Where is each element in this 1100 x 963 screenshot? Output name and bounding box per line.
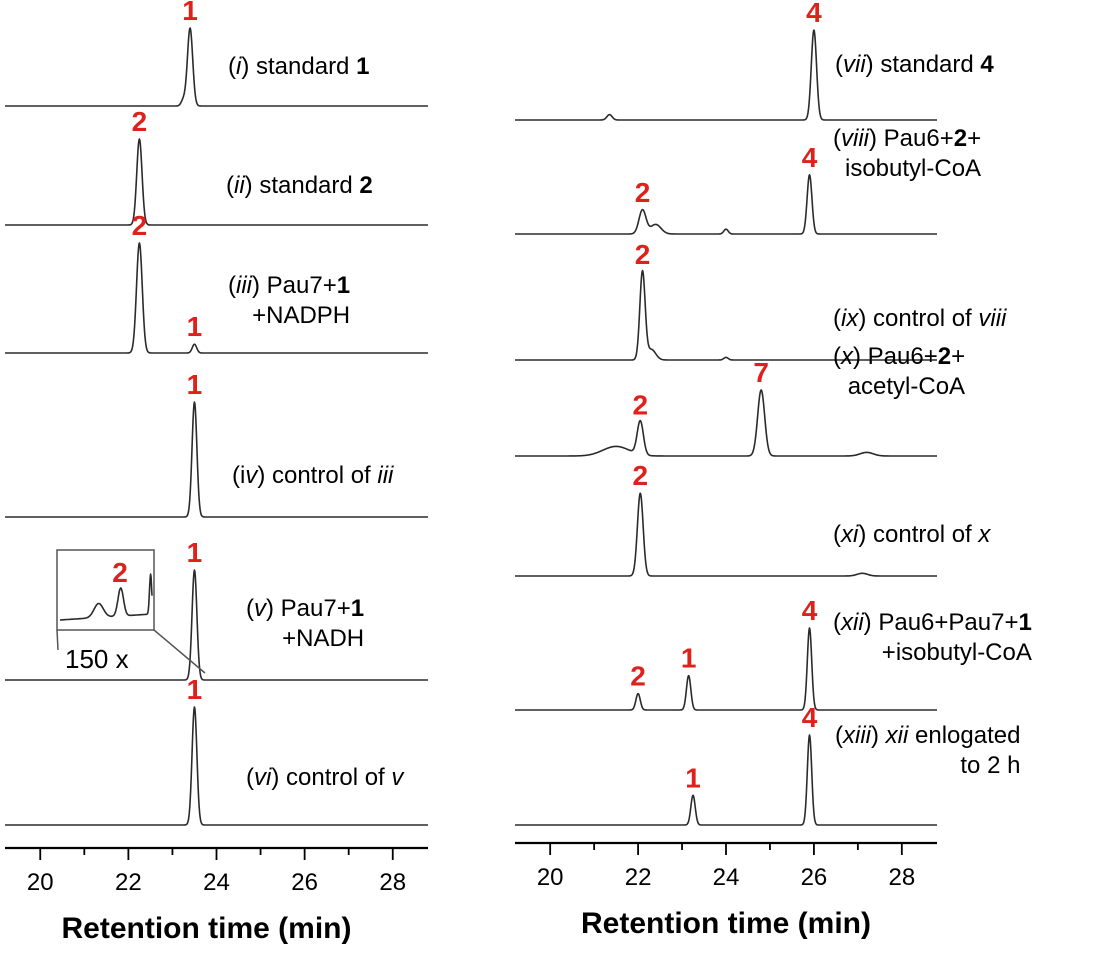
trace-xiii <box>514 734 938 826</box>
peak-label-iii-1: 1 <box>187 311 203 342</box>
inset-zoom: 2 150 x <box>56 549 206 674</box>
trace-label-x: (x) Pau6+2+ <box>833 343 965 370</box>
trace-x <box>514 389 938 457</box>
peak-label-x-2: 2 <box>632 389 648 420</box>
peak-label-xiii-4: 4 <box>802 702 818 733</box>
trace-xii <box>514 627 938 711</box>
trace-ii <box>4 138 429 226</box>
x-tick-label-right-20: 20 <box>537 864 564 891</box>
trace-viii <box>514 174 938 235</box>
peak-label-viii-4: 4 <box>802 142 818 173</box>
inset-peak-label: 2 <box>112 557 128 588</box>
panel-right: 4(vii) standard 424(viii) Pau6+2+isobuty… <box>514 0 1032 940</box>
inset-connector-left <box>56 629 59 651</box>
trace-label-iv: (iv) control of iii <box>232 462 394 489</box>
peak-label-xii-1: 1 <box>681 643 697 674</box>
x-tick-label-left-20: 20 <box>27 869 54 896</box>
trace-ix <box>514 269 938 361</box>
trace-label-xii: (xii) Pau6+Pau7+1 <box>833 609 1032 636</box>
trace-sublabel-xiii: to 2 h <box>960 752 1020 779</box>
trace-label-ii: (ii) standard 2 <box>226 172 373 199</box>
peak-label-v-1: 1 <box>187 537 203 568</box>
x-tick-label-left-24: 24 <box>203 869 230 896</box>
peak-label-xi-2: 2 <box>632 460 648 491</box>
trace-iv <box>4 401 429 518</box>
trace-label-ix: (ix) control of viii <box>833 305 1007 332</box>
trace-label-vi: (vi) control of v <box>246 764 405 791</box>
peak-label-x-7: 7 <box>753 357 769 388</box>
trace-label-iii: (iii) Pau7+1 <box>228 272 350 299</box>
trace-label-i: (i) standard 1 <box>228 53 369 80</box>
trace-vi <box>4 706 429 826</box>
trace-label-v: (v) Pau7+1 <box>246 595 364 622</box>
trace-iii <box>4 242 429 354</box>
trace-sublabel-viii: isobutyl-CoA <box>845 155 981 182</box>
peak-label-xiii-1: 1 <box>685 762 701 793</box>
peak-label-ix-2: 2 <box>635 239 651 270</box>
panel-left: 1 (i) standard 1 2 (ii) standard 2 2 1 (iii) P… <box>4 0 429 945</box>
trace-sublabel-xii: +isobutyl-CoA <box>882 639 1032 666</box>
trace-label-xi: (xi) control of x <box>833 521 991 548</box>
x-axis-title-left: Retention time (min) <box>62 912 352 945</box>
trace-label-vii: (vii) standard 4 <box>835 51 994 78</box>
peak-label-iii-2: 2 <box>132 210 148 241</box>
trace-vii <box>514 29 938 121</box>
peak-label-vii-4: 4 <box>806 0 822 28</box>
x-tick-label-right-22: 22 <box>625 864 652 891</box>
x-tick-label-left-22: 22 <box>115 869 142 896</box>
trace-xi <box>514 492 938 577</box>
trace-i <box>4 27 429 107</box>
inset-trace <box>59 573 153 621</box>
trace-label-xiii: (xiii) xii enlogated <box>835 722 1020 749</box>
x-tick-label-right-26: 26 <box>801 864 828 891</box>
x-axis-title-right: Retention time (min) <box>581 907 871 940</box>
trace-sublabel-x: acetyl-CoA <box>848 373 965 400</box>
trace-v <box>4 569 429 681</box>
inset-magnification-label: 150 x <box>65 644 129 674</box>
x-tick-label-left-28: 28 <box>379 869 406 896</box>
x-tick-label-left-26: 26 <box>291 869 318 896</box>
trace-sublabel-v: +NADH <box>282 625 364 652</box>
peak-label-iv-1: 1 <box>187 369 203 400</box>
peak-label-xii-4: 4 <box>802 595 818 626</box>
peak-label-viii-2: 2 <box>635 177 651 208</box>
inset-connector-right <box>153 629 206 674</box>
trace-sublabel-iii: +NADPH <box>252 302 350 329</box>
peak-label-ii-2: 2 <box>132 106 148 137</box>
x-tick-label-right-28: 28 <box>888 864 915 891</box>
peak-label-i-1: 1 <box>182 0 198 26</box>
peak-label-vi-1: 1 <box>187 674 203 705</box>
x-tick-label-right-24: 24 <box>713 864 740 891</box>
inset-box <box>56 549 155 631</box>
peak-label-xii-2: 2 <box>630 661 646 692</box>
trace-label-viii: (viii) Pau6+2+ <box>833 125 981 152</box>
